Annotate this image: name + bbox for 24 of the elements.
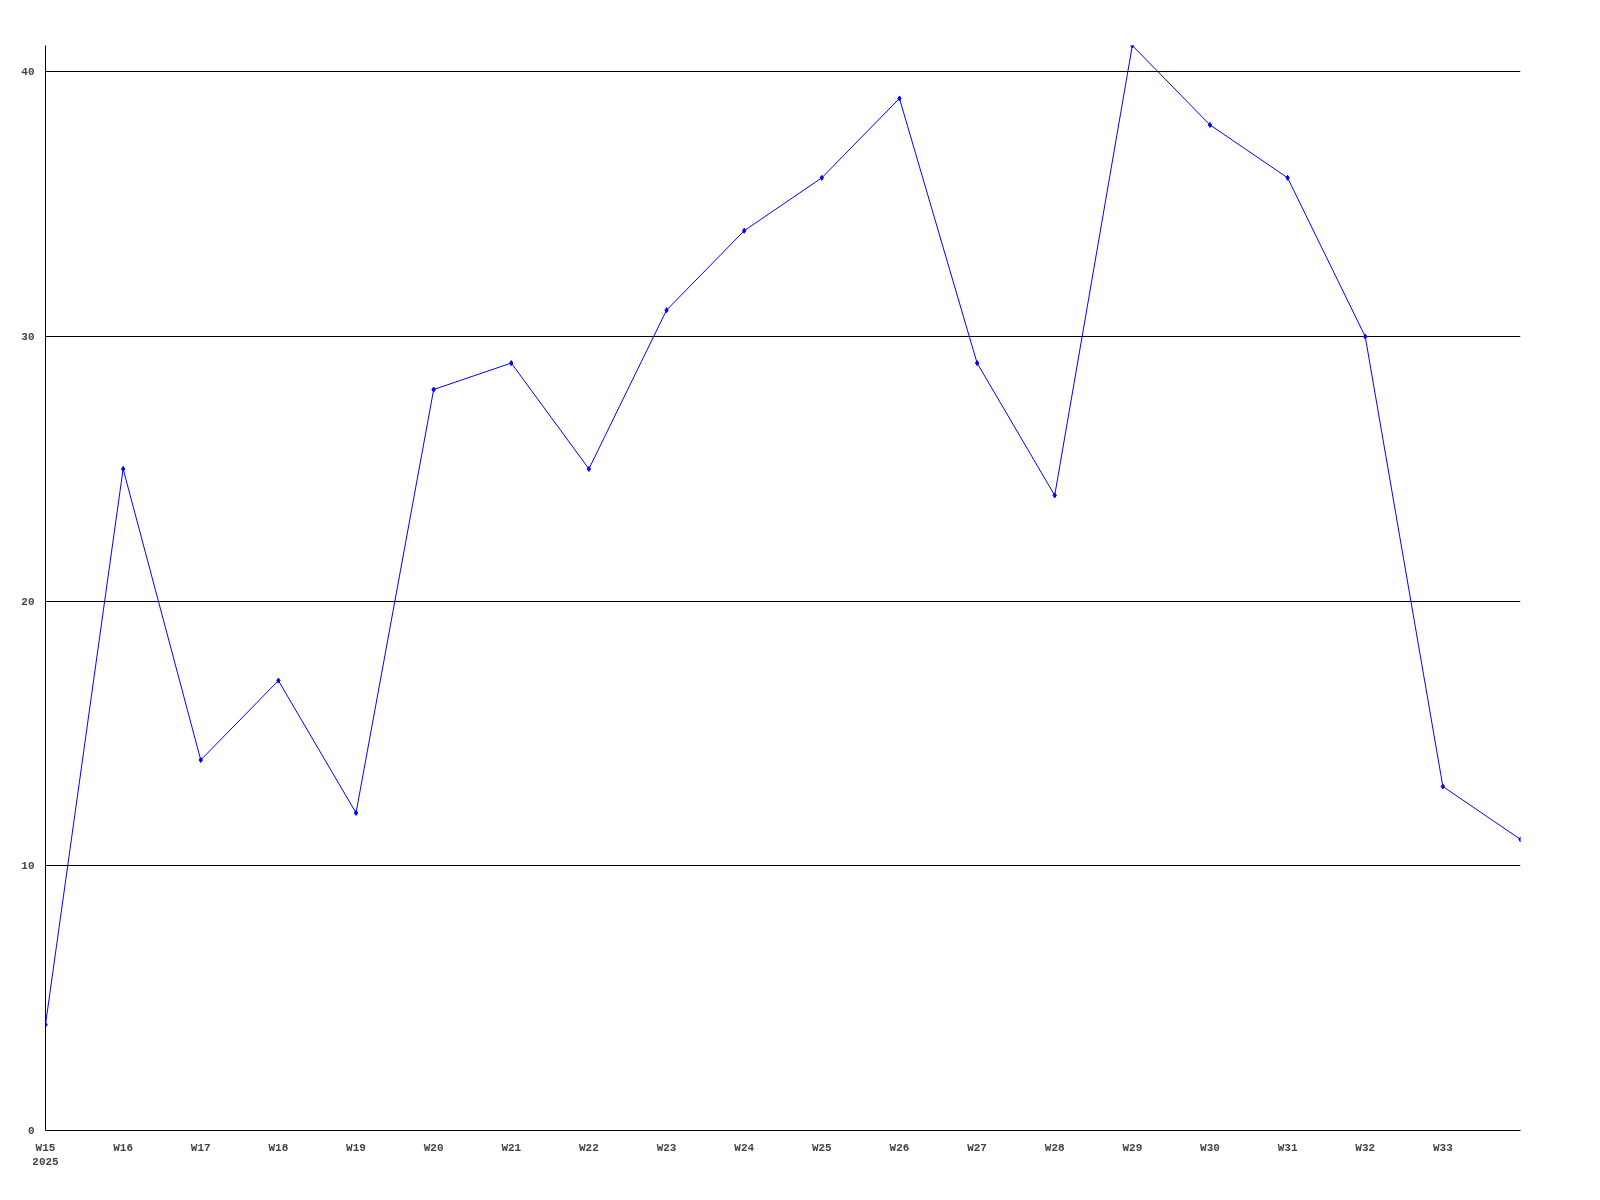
x-tick-label: W21 xyxy=(501,1141,522,1154)
x-tick-label: W19 xyxy=(346,1141,366,1154)
x-tick-label: W24 xyxy=(734,1141,755,1154)
y-tick-label: 30 xyxy=(21,331,35,344)
y-tick-label: 40 xyxy=(21,66,35,79)
x-tick-label: W18 xyxy=(268,1141,289,1154)
x-tick-label: W23 xyxy=(656,1141,677,1154)
x-tick-label: W26 xyxy=(889,1141,910,1154)
y-tick-label: 20 xyxy=(21,595,35,608)
x-tick-label: W27 xyxy=(967,1141,987,1154)
x-tick-label: W16 xyxy=(113,1141,134,1154)
x-tick-label: W20 xyxy=(423,1141,444,1154)
x-tick-label: W22 xyxy=(579,1141,599,1154)
x-tick-label: W29 xyxy=(1122,1141,1143,1154)
x-tick-label: W30 xyxy=(1200,1141,1220,1154)
x-tick-label: W17 xyxy=(190,1141,211,1154)
x-tick-label: W31 xyxy=(1277,1141,1298,1154)
y-tick-label: 10 xyxy=(21,860,35,873)
x-tick-label: W28 xyxy=(1044,1141,1066,1154)
x-tick-label: W25 xyxy=(811,1141,833,1154)
x-tick-label: W32 xyxy=(1355,1141,1376,1154)
x-tick-label: W33 xyxy=(1432,1141,1454,1154)
y-tick-label: 0 xyxy=(27,1125,35,1137)
x-tick-label: W15 2025 xyxy=(32,1141,60,1168)
